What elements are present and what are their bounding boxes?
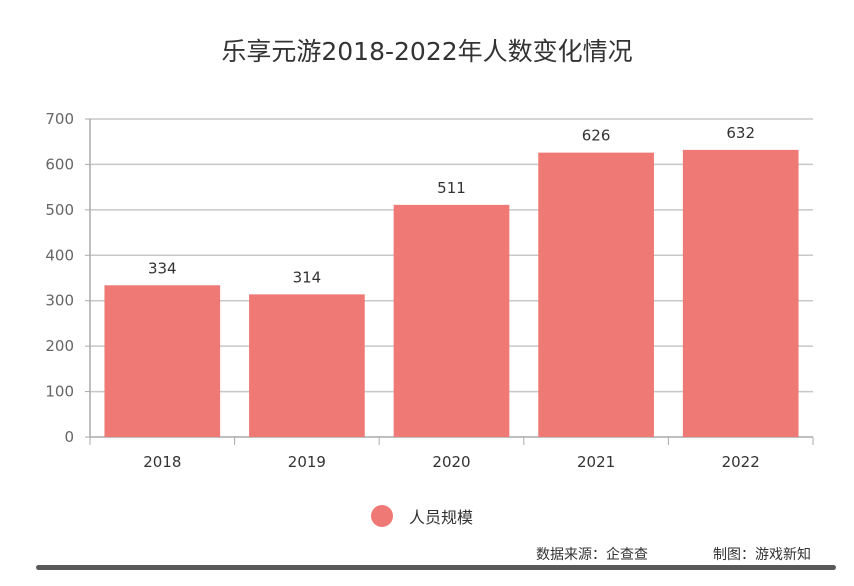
bar-value-label: 632 bbox=[726, 124, 755, 142]
bar bbox=[104, 285, 221, 437]
x-category-label: 2020 bbox=[432, 453, 470, 471]
y-tick-label: 100 bbox=[45, 383, 74, 401]
x-category-label: 2018 bbox=[143, 453, 181, 471]
legend: 人员规模 bbox=[371, 503, 473, 529]
x-category-label: 2021 bbox=[577, 453, 615, 471]
legend-label: 人员规模 bbox=[409, 508, 474, 527]
chart-credit-note: 制图：游戏新知 bbox=[713, 547, 811, 563]
bar-value-label: 334 bbox=[148, 259, 177, 277]
bar bbox=[538, 152, 654, 438]
y-tick-label: 600 bbox=[45, 155, 74, 173]
bar-value-label: 511 bbox=[437, 179, 466, 197]
legend-swatch bbox=[371, 505, 393, 527]
y-tick-label: 500 bbox=[45, 201, 74, 219]
chart-title: 乐享元游2018-2022年人数变化情况 bbox=[221, 37, 633, 66]
bar-value-label: 314 bbox=[293, 268, 322, 286]
bar bbox=[682, 149, 799, 438]
bar bbox=[249, 294, 365, 437]
labels: 0 100 200 300 400 500 600 700 334 2018 314 2019 511 2… bbox=[45, 110, 759, 471]
bottom-divider bbox=[36, 565, 836, 570]
x-category-label: 2022 bbox=[722, 453, 760, 471]
bar bbox=[393, 204, 510, 437]
y-tick-label: 300 bbox=[45, 292, 74, 310]
y-tick-label: 700 bbox=[45, 110, 74, 128]
y-tick-label: 0 bbox=[64, 428, 74, 446]
bars bbox=[104, 149, 799, 438]
y-tick-label: 400 bbox=[45, 246, 74, 264]
bar-value-label: 626 bbox=[582, 127, 611, 145]
data-source-note: 数据来源：企查查 bbox=[536, 547, 648, 563]
x-category-label: 2019 bbox=[288, 453, 326, 471]
y-tick-label: 200 bbox=[45, 337, 74, 355]
